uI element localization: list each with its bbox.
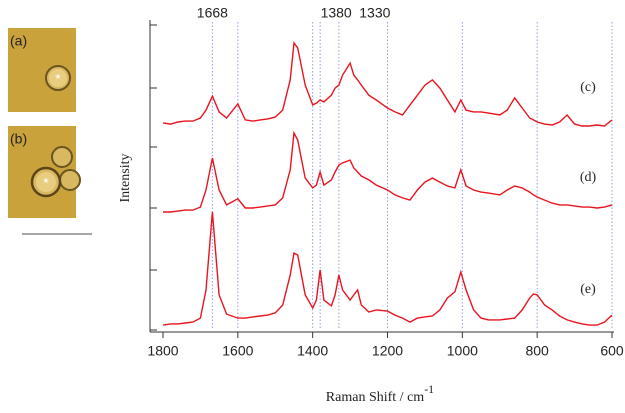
x-axis-label: Raman Shift / cm-1 [326,382,434,405]
y-axis-label: Intensity [118,154,133,203]
image-marker: * [43,175,49,191]
image-label: (b) [10,131,27,147]
peak-annotation: 1380 [321,5,352,21]
cell [49,69,67,87]
spectrum-line [162,41,613,127]
x-tick-label: 1800 [147,343,178,359]
image-marker: * [55,71,61,87]
series-label: (c) [580,80,596,95]
cell [36,172,56,192]
spectrum-line [162,211,613,326]
spectrum-line [163,130,613,213]
x-axis-label-superscript: -1 [424,382,434,396]
x-tick-label: 800 [525,343,549,359]
x-tick-label: 1400 [297,343,328,359]
x-tick-label: 1200 [372,343,403,359]
series-label: (d) [580,170,597,185]
x-tick-label: 600 [600,343,624,359]
series-label: (e) [580,282,596,297]
peak-annotation: 1668 [197,5,228,21]
x-tick-label: 1000 [447,343,478,359]
x-axis-label-text: Raman Shift / cm [326,390,424,405]
image-label: (a) [10,33,27,49]
x-tick-label: 1600 [222,343,253,359]
peak-annotation: 1330 [359,5,390,21]
cell [59,169,81,191]
cell [51,146,73,168]
